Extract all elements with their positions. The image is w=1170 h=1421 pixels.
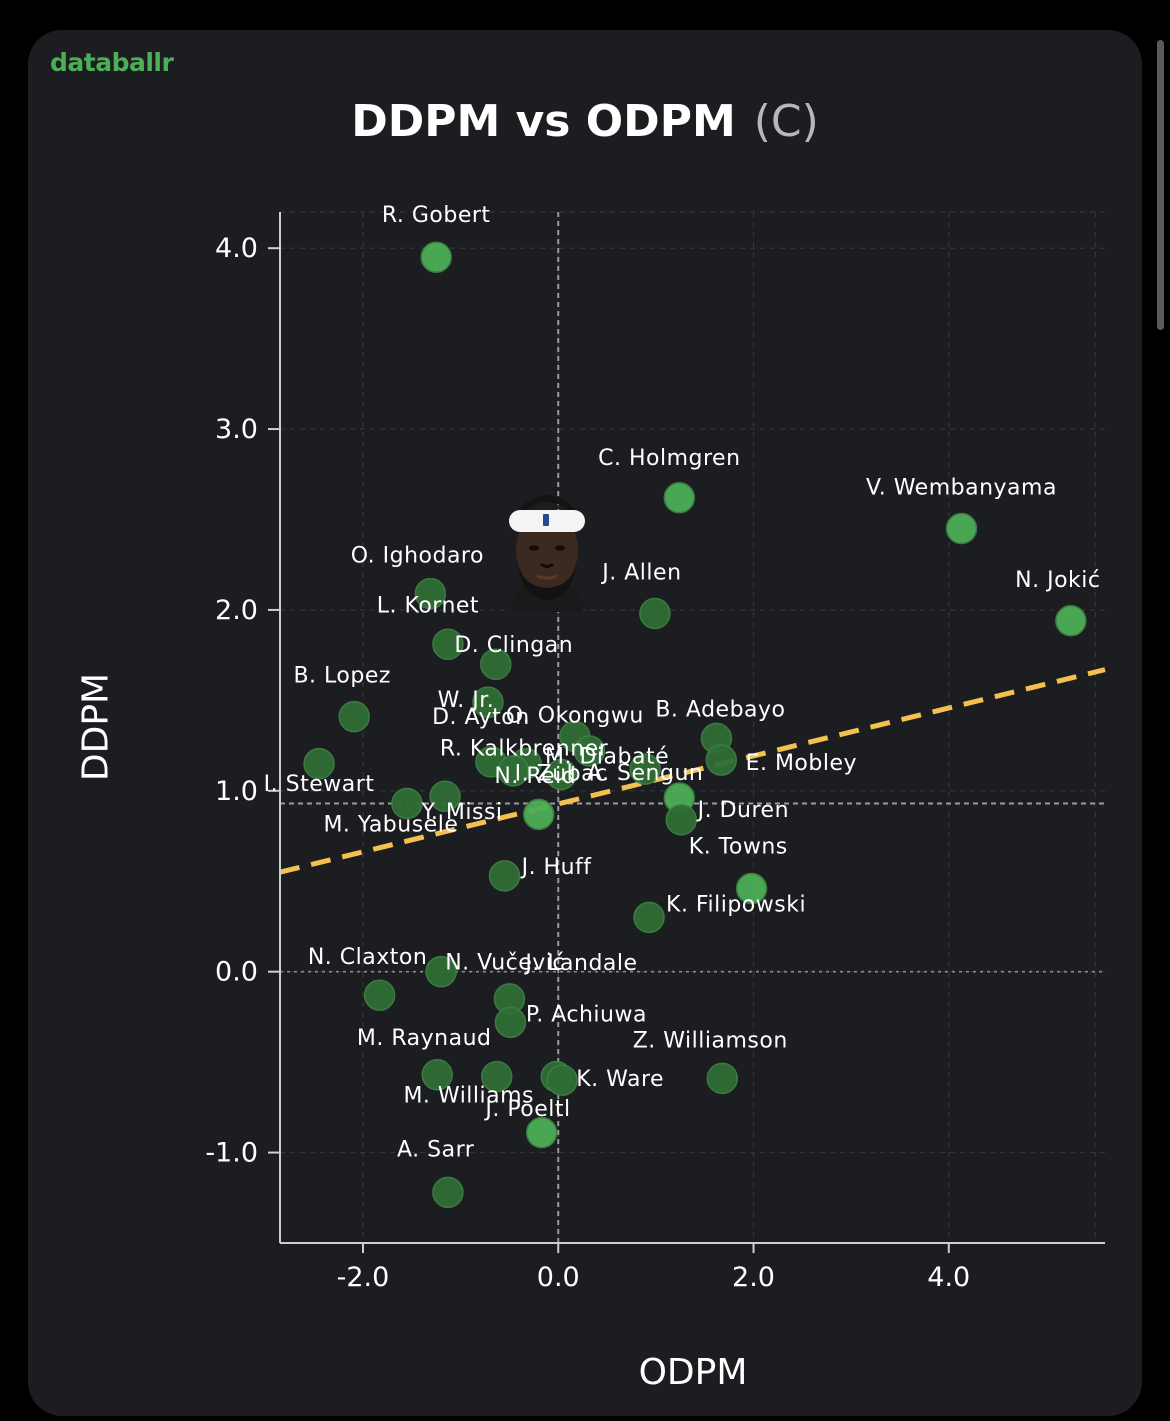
point-label: J. Duren <box>696 798 789 823</box>
data-point <box>488 860 521 892</box>
y-tick-label: 3.0 <box>215 414 258 445</box>
data-point <box>432 628 464 661</box>
x-tick-label: 4.0 <box>927 1262 970 1293</box>
scrollbar[interactable] <box>1157 40 1164 330</box>
point-label: A. Sarr <box>397 1138 475 1163</box>
title-text: DDPM vs ODPM <box>351 96 736 147</box>
brand-logo: databallr <box>50 48 174 77</box>
axes <box>268 212 1105 1253</box>
y-tick-label: 2.0 <box>215 595 258 626</box>
point-label: N. Claxton <box>308 945 427 970</box>
x-tick-label: -2.0 <box>337 1262 390 1293</box>
data-point <box>480 1060 513 1093</box>
data-point <box>363 979 396 1011</box>
data-point <box>425 955 457 988</box>
data-point <box>525 1116 558 1149</box>
data-point <box>480 648 512 680</box>
point-label: J. Huff <box>520 855 593 880</box>
y-tick-label: 1.0 <box>215 776 258 807</box>
x-axis-label: ODPM <box>638 1352 748 1393</box>
data-point <box>633 901 665 934</box>
data-point <box>706 1062 739 1095</box>
data-point <box>545 758 577 791</box>
point-label: J. Allen <box>600 561 681 586</box>
point-label: O. Okongwu <box>506 704 644 729</box>
chart-title: DDPM vs ODPM (C) <box>0 96 1170 147</box>
point-label: K. Ware <box>576 1067 664 1092</box>
point-label: K. Towns <box>689 835 788 860</box>
point-label: M. Raynaud <box>357 1026 492 1051</box>
point-label: B. Adebayo <box>655 697 785 722</box>
data-point <box>1055 605 1087 637</box>
point-label: Z. Williamson <box>633 1028 788 1053</box>
point-label: M. Diabaté <box>545 745 669 770</box>
tick-labels: -1.0 0.0 1.0 2.0 3.0 4.0 -2.0 0.0 2.0 4.0 <box>205 233 970 1293</box>
data-point <box>522 798 555 831</box>
data-point <box>391 787 423 820</box>
data-point <box>338 700 370 733</box>
point-label: R. Kalkbrenner <box>440 737 609 762</box>
chart-card <box>28 30 1142 1416</box>
data-point <box>945 512 978 545</box>
point-label: P. Achiuwa <box>526 1002 647 1027</box>
data-point <box>663 482 696 514</box>
point-label: A. Sengun <box>587 761 703 786</box>
x-tick-label: 0.0 <box>537 1262 580 1293</box>
point-label: D. Clingan <box>454 633 573 658</box>
point-label: L. Kornet <box>377 593 479 618</box>
point-label: M. Yabusele <box>323 812 458 837</box>
data-point <box>494 1006 527 1039</box>
data-point <box>705 744 738 776</box>
point-label: J. Poeltl <box>483 1097 570 1122</box>
data-point <box>421 1059 453 1091</box>
point-label: I. Stewart <box>264 772 375 797</box>
point-label: O. Ighodaro <box>351 544 484 569</box>
data-points <box>303 241 1087 1209</box>
point-label: N. Reid <box>494 764 576 789</box>
data-point <box>429 780 461 812</box>
y-axis-label: DDPM <box>75 672 117 782</box>
data-point <box>420 241 452 273</box>
point-label: N. Jokić <box>1015 568 1100 593</box>
data-point <box>573 735 606 767</box>
point-label: J. Landale <box>523 951 637 976</box>
x-tick-label: 2.0 <box>732 1262 775 1293</box>
y-tick-label: 0.0 <box>215 957 258 988</box>
data-point <box>497 755 530 787</box>
point-label: D. Ayton <box>432 705 530 730</box>
point-label: W. Jr. <box>438 688 495 713</box>
point-label: E. Mobley <box>746 751 857 776</box>
point-labels: R. Gobert C. Holmgren V. Wembanyama N. Joki… <box>264 203 1100 1163</box>
point-label: R. Gobert <box>382 203 491 228</box>
point-label: M. Williams <box>403 1084 534 1109</box>
point-label: V. Wembanyama <box>866 476 1057 501</box>
data-point <box>735 872 768 905</box>
data-point <box>665 803 698 836</box>
player-headshot-image <box>509 495 585 612</box>
data-point <box>472 686 504 718</box>
data-point <box>546 1064 578 1096</box>
point-label: C. Holmgren <box>598 446 740 471</box>
point-label: I. Zubac <box>515 762 608 787</box>
data-point <box>639 597 671 630</box>
data-point <box>303 747 335 780</box>
position-subtitle: (C) <box>753 96 819 147</box>
trend-line <box>279 667 1106 875</box>
y-tick-label: 4.0 <box>215 233 258 264</box>
player-headshot <box>507 490 587 617</box>
data-point <box>629 753 661 785</box>
point-label: B. Lopez <box>293 664 390 689</box>
data-point <box>432 1176 464 1209</box>
data-point <box>414 577 447 610</box>
point-label: N. Vučević <box>445 951 565 976</box>
y-tick-label: -1.0 <box>205 1138 258 1169</box>
point-label: K. Filipowski <box>666 892 806 917</box>
point-label: Y. Missi <box>420 800 502 825</box>
